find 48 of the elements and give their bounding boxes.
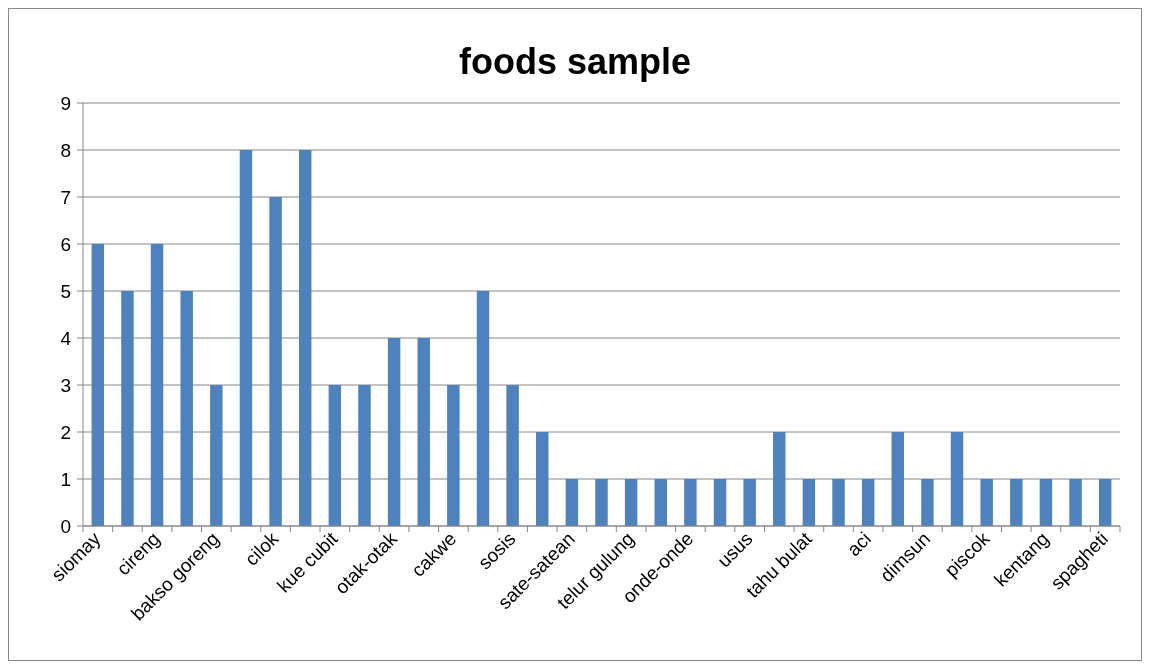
bar (180, 291, 193, 526)
bar (950, 432, 964, 526)
bar (239, 150, 253, 526)
bar (595, 479, 608, 526)
y-tick-label: 7 (60, 186, 71, 208)
y-tick-label: 5 (60, 280, 71, 302)
bar (210, 385, 223, 526)
bar (387, 338, 401, 526)
y-tick-label: 0 (60, 515, 71, 537)
bar (269, 197, 282, 526)
bar (506, 385, 519, 526)
bar (1069, 479, 1082, 526)
bar (150, 244, 164, 526)
bar (891, 432, 905, 526)
bar (476, 291, 490, 526)
bar (417, 338, 430, 526)
bar (1098, 479, 1112, 526)
bar (980, 479, 993, 526)
y-tick-label: 9 (60, 92, 71, 114)
bar (654, 479, 667, 526)
chart-title: foods sample (458, 41, 692, 82)
y-tick-label: 2 (60, 421, 71, 443)
bar (773, 432, 786, 526)
bar (832, 479, 845, 526)
bar (298, 150, 312, 526)
x-tick-label: aci (842, 527, 875, 561)
bar (1039, 479, 1053, 526)
y-tick-label: 3 (60, 374, 71, 396)
bar (624, 479, 638, 526)
bar (921, 479, 934, 526)
y-tick-label: 4 (60, 327, 72, 349)
y-tick-label: 8 (60, 139, 71, 161)
bar (684, 479, 697, 526)
bar (861, 479, 875, 526)
bar (743, 479, 756, 526)
y-tick-label: 1 (60, 468, 71, 490)
bar (91, 244, 105, 526)
y-tick-label: 6 (60, 233, 71, 255)
bar (358, 385, 371, 526)
bar (121, 291, 134, 526)
bar (713, 479, 727, 526)
x-tick-label: cilok (240, 527, 283, 570)
bar (536, 432, 549, 526)
bar (1010, 479, 1023, 526)
bar (328, 385, 342, 526)
bar (802, 479, 816, 526)
bar (447, 385, 460, 526)
bar (565, 479, 579, 526)
